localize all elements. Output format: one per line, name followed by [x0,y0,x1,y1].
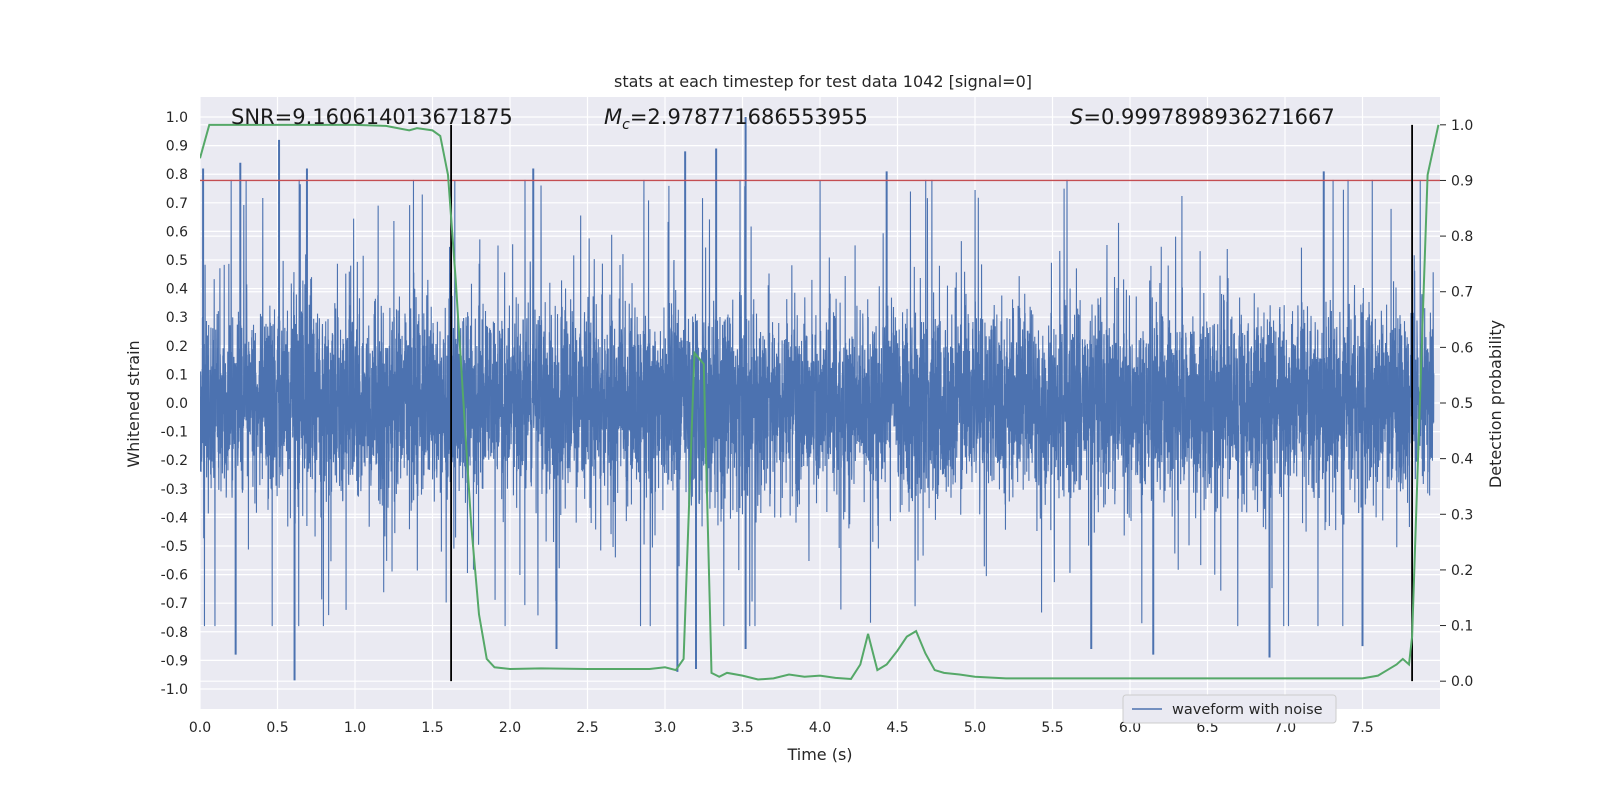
chirp-mass-annotation: Mc=2.978771686553955 [604,105,868,133]
y-left-tick-label: -0.1 [161,425,188,441]
x-tick-label: 6.0 [1119,720,1141,736]
y-right-tick-label: 0.0 [1451,674,1473,690]
y-right-tick-label: 0.4 [1451,452,1473,468]
strain-waveform-series [200,179,1435,627]
x-tick-label: 0.0 [189,720,211,736]
s-symbol: S [1070,105,1083,129]
y-left-axis-ticks: 1.0 0.9 0.8 0.7 0.6 0.5 0.4 0.3 0.2 0.1 0.0 -0.1 -0.… [161,110,188,698]
x-tick-label: 1.0 [344,720,366,736]
chirp-mass-value: =2.978771686553955 [630,105,868,129]
y-right-tick-label: 0.3 [1451,507,1473,523]
strain-spikes [202,117,1364,681]
legend-label: waveform with noise [1172,702,1323,718]
x-tick-label: 2.5 [576,720,598,736]
x-tick-label: 4.5 [886,720,908,736]
y-left-tick-label: -0.2 [161,453,188,469]
legend: waveform with noise [1122,694,1337,724]
y-left-tick-label: 0.0 [166,396,188,412]
x-tick-label: 7.0 [1274,720,1296,736]
y-left-tick-label: 0.7 [166,196,188,212]
s-annotation: S=0.9997898936271667 [1070,105,1335,129]
x-tick-label: 2.0 [499,720,521,736]
snr-annotation: SNR=9.160614013671875 [231,105,513,129]
y-left-tick-label: 0.1 [166,367,188,383]
y-left-tick-label: -0.7 [161,596,188,612]
legend-box [1122,694,1337,724]
y-left-tick-label: 0.9 [166,139,188,155]
x-tick-label: 5.5 [1041,720,1063,736]
x-tick-label: 3.5 [731,720,753,736]
chirp-mass-symbol: M [604,105,622,129]
y-right-tick-label: 0.6 [1451,340,1473,356]
y-left-tick-label: -1.0 [161,682,188,698]
y-left-tick-label: -0.3 [161,482,188,498]
y-right-tick-label: 0.9 [1451,173,1473,189]
y-left-tick-label: -0.4 [161,510,188,526]
y-right-tick-label: 0.7 [1451,285,1473,301]
y-right-tick-label: 0.8 [1451,229,1473,245]
y-left-tick-label: 0.8 [166,167,188,183]
detection-probability-series [200,123,1440,681]
y-left-tick-label: 0.6 [166,224,188,240]
x-tick-label: 6.5 [1196,720,1218,736]
y-right-tick-label: 0.1 [1451,619,1473,635]
y-right-tick-label: 1.0 [1451,118,1473,134]
x-axis-label: Time (s) [786,745,852,764]
x-tick-label: 3.0 [654,720,676,736]
s-value: =0.9997898936271667 [1083,105,1334,129]
y-right-axis-label: Detection probability [1486,320,1505,488]
y-left-tick-label: -0.8 [161,625,188,641]
chirp-mass-subscript: c [622,117,630,133]
y-left-tick-label: 0.4 [166,282,188,298]
x-tick-label: 0.5 [266,720,288,736]
y-left-tick-label: -0.6 [161,568,188,584]
y-left-axis-label: Whitened strain [124,340,143,467]
y-left-tick-label: 0.5 [166,253,188,269]
x-tick-label: 1.5 [421,720,443,736]
y-left-tick-label: 1.0 [166,110,188,126]
y-right-tick-label: 0.5 [1451,396,1473,412]
chart-title: stats at each timestep for test data 104… [614,72,1032,91]
x-axis-ticks: 0.0 0.5 1.0 1.5 2.0 2.5 3.0 3.5 4.0 4.5 5.0 5.5 6.0 6… [189,720,1374,736]
y-right-axis-ticks: 1.0 0.9 0.8 0.7 0.6 0.5 0.4 0.3 0.2 0.1 0.0 [1440,118,1473,690]
x-tick-label: 4.0 [809,720,831,736]
y-left-tick-label: -0.5 [161,539,188,555]
x-tick-label: 5.0 [964,720,986,736]
y-left-tick-label: 0.3 [166,310,188,326]
y-left-tick-label: -0.9 [161,653,188,669]
y-left-tick-label: 0.2 [166,339,188,355]
y-right-tick-label: 0.2 [1451,563,1473,579]
x-tick-label: 7.5 [1351,720,1373,736]
